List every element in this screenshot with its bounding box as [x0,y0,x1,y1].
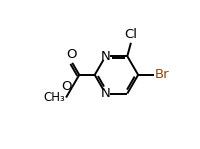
Text: Br: Br [154,68,169,81]
Text: CH₃: CH₃ [44,91,65,104]
Text: Cl: Cl [124,28,137,41]
Text: O: O [66,48,77,61]
Text: N: N [101,50,110,63]
Text: N: N [101,87,110,100]
Text: O: O [61,80,72,93]
